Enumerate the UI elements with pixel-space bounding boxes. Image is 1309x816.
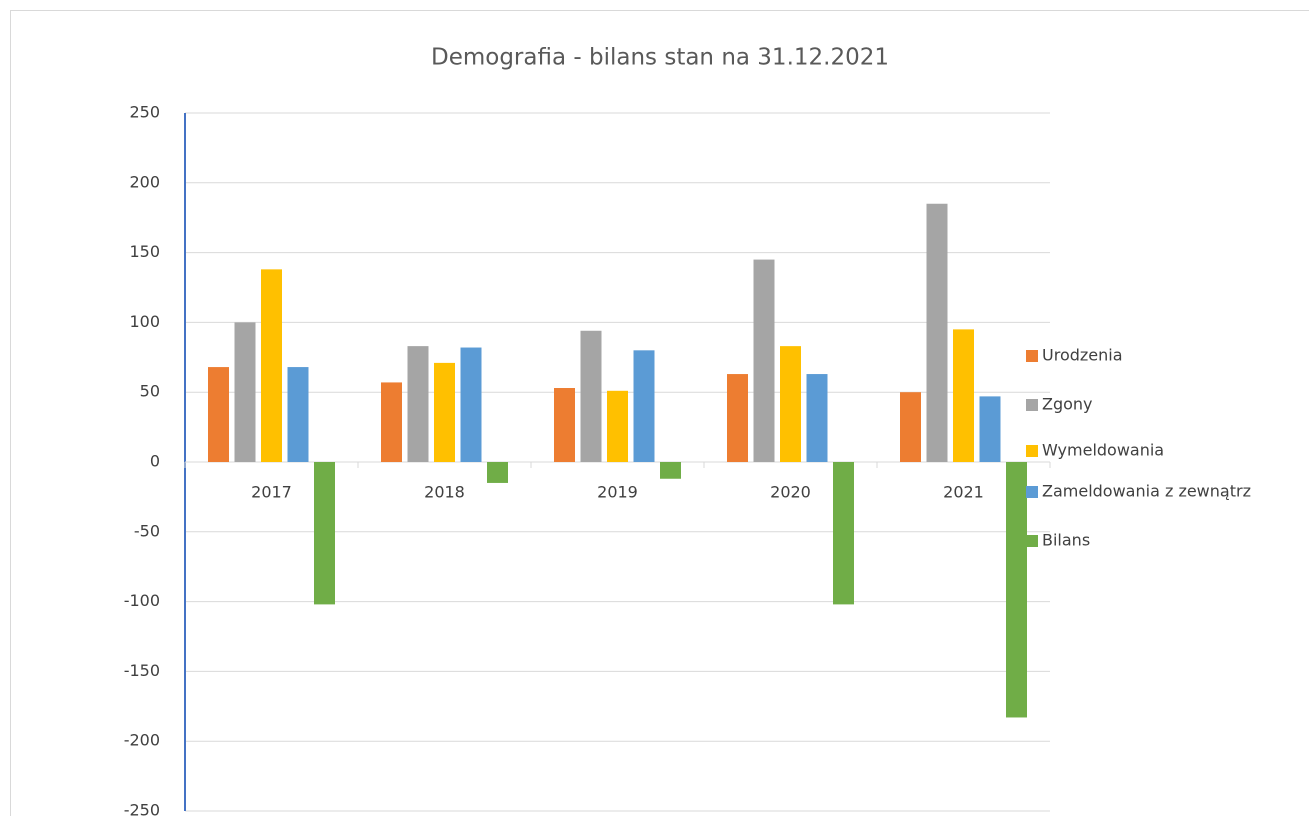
legend-label: Urodzenia xyxy=(1042,346,1123,365)
bar xyxy=(926,203,948,463)
bar xyxy=(487,462,508,483)
y-tick-label: -100 xyxy=(124,591,160,610)
y-tick-label: -50 xyxy=(134,521,160,540)
bar xyxy=(580,330,602,462)
bar xyxy=(1006,462,1027,718)
legend-swatch xyxy=(1026,445,1038,457)
y-tick-label: 50 xyxy=(140,382,160,401)
bar xyxy=(753,259,775,462)
bar xyxy=(314,462,335,605)
legend-swatch xyxy=(1026,486,1038,498)
bar xyxy=(727,374,748,462)
bar xyxy=(780,346,801,462)
x-tick-label: 2021 xyxy=(943,483,984,502)
y-tick-label: -200 xyxy=(124,731,160,750)
bar xyxy=(234,322,256,462)
legend-swatch xyxy=(1026,350,1038,362)
bar xyxy=(460,347,482,462)
bar xyxy=(607,390,628,462)
bar xyxy=(381,382,402,462)
y-tick-label: 250 xyxy=(129,103,160,122)
y-tick-label: 100 xyxy=(129,312,160,331)
bar xyxy=(900,392,921,462)
x-tick-label: 2019 xyxy=(597,483,638,502)
x-tick-label: 2017 xyxy=(251,483,292,502)
x-tick-label: 2018 xyxy=(424,483,465,502)
bar xyxy=(806,374,828,462)
chart-frame xyxy=(10,10,1309,816)
y-tick-label: -150 xyxy=(124,661,160,680)
legend-label: Wymeldowania xyxy=(1042,441,1164,460)
bar xyxy=(833,462,854,605)
bar xyxy=(953,329,974,462)
bar xyxy=(660,462,681,479)
x-tick-label: 2020 xyxy=(770,483,811,502)
y-tick-label: 200 xyxy=(129,172,160,191)
legend-label: Zgony xyxy=(1042,395,1093,414)
bar xyxy=(434,362,455,462)
bar xyxy=(287,367,309,462)
bar xyxy=(261,269,282,462)
bar xyxy=(554,388,575,462)
bar xyxy=(633,350,655,462)
bar xyxy=(208,367,229,462)
y-tick-label: 150 xyxy=(129,242,160,261)
legend-swatch xyxy=(1026,399,1038,411)
legend-label: Bilans xyxy=(1042,531,1090,550)
legend-label: Zameldowania z zewnątrz xyxy=(1042,482,1251,501)
bar xyxy=(407,346,429,462)
y-tick-label: -250 xyxy=(124,801,160,816)
y-tick-label: 0 xyxy=(150,452,160,471)
chart-title: Demografia - bilans stan na 31.12.2021 xyxy=(431,45,889,71)
bar xyxy=(979,396,1001,462)
legend-swatch xyxy=(1026,535,1038,547)
